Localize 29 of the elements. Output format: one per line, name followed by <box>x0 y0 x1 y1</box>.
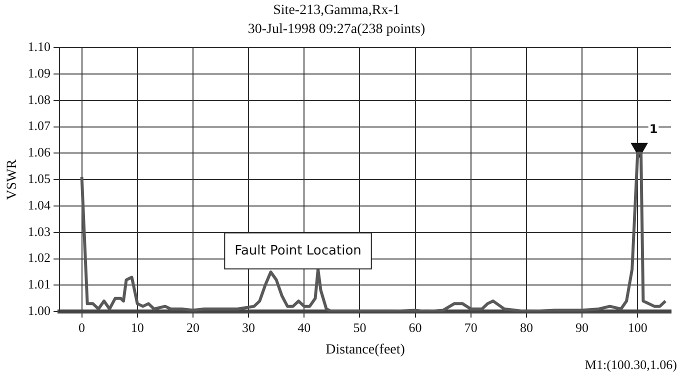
y-axis-title: VSWR <box>5 158 20 200</box>
x-tick-label: 90 <box>576 320 589 335</box>
y-tick-label: 1.06 <box>28 144 52 160</box>
chart-title: Site-213,Gamma,Rx-1 <box>273 3 400 18</box>
y-tick-label: 1.09 <box>28 65 51 80</box>
x-tick-label: 30 <box>242 320 256 335</box>
y-tick-label: 1.10 <box>28 39 51 54</box>
y-tick-label: 1.01 <box>28 276 51 292</box>
chart-subtitle: 30-Jul-1998 09:27a(238 points) <box>248 22 426 37</box>
x-tick-label: 20 <box>186 320 200 335</box>
x-tick-label: 70 <box>464 320 478 335</box>
x-axis-title: Distance(feet) <box>326 342 406 358</box>
x-tick-label: 10 <box>130 320 144 335</box>
x-tick-label: 50 <box>353 320 366 335</box>
x-tick-label: 0 <box>78 320 86 335</box>
y-tick-label: 1.05 <box>28 171 51 186</box>
y-tick-label: 1.03 <box>28 224 51 239</box>
x-tick-label: 40 <box>298 320 311 335</box>
y-tick-label: 1.00 <box>28 303 51 318</box>
y-tick-label: 1.07 <box>28 118 52 134</box>
y-tick-label: 1.02 <box>28 250 51 266</box>
x-tick-label: 60 <box>408 320 422 335</box>
x-tick-label: 80 <box>520 320 533 335</box>
y-tick-label: 1.04 <box>28 197 52 212</box>
y-tick-label: 1.08 <box>28 92 51 107</box>
annotation: Fault Point Location <box>234 243 362 258</box>
x-tick-label: 100 <box>628 320 648 335</box>
text: M1:(100.30,1.06) <box>584 356 677 372</box>
series-label: 1 <box>649 122 658 136</box>
